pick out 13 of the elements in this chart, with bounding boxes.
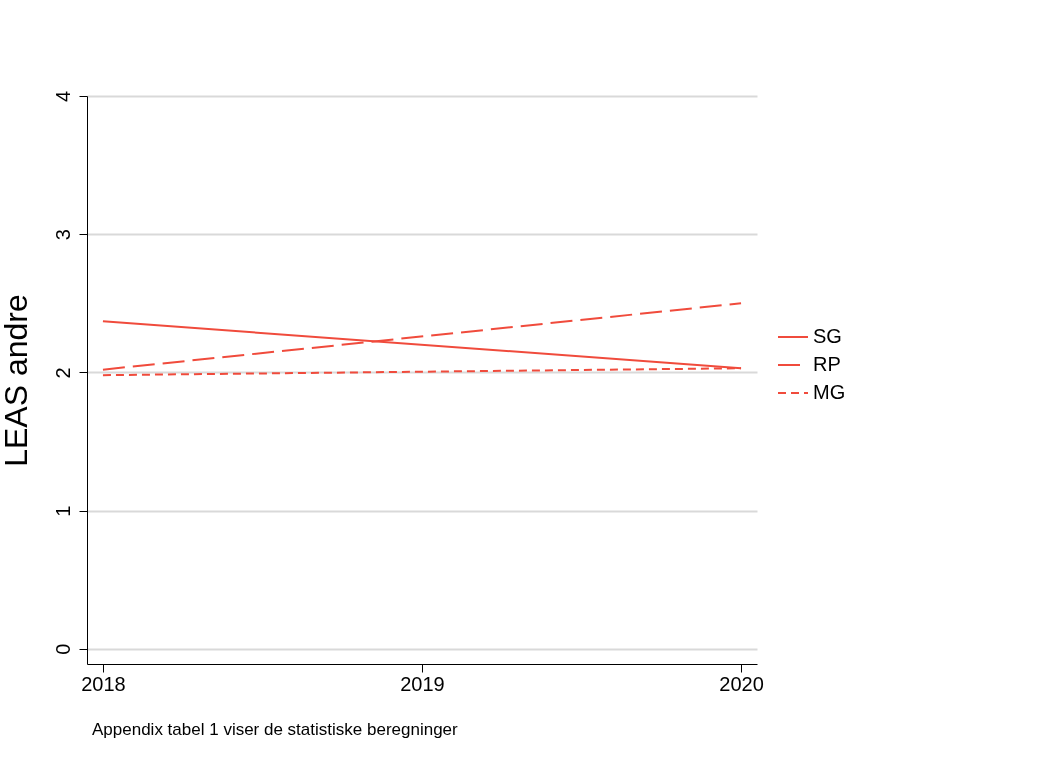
x-tick-label: 2018 bbox=[81, 672, 126, 695]
y-tick-label: 3 bbox=[51, 229, 74, 241]
y-tick-label: 1 bbox=[51, 505, 74, 517]
y-tick-label: 2 bbox=[51, 367, 74, 379]
y-tick-label: 4 bbox=[51, 90, 74, 103]
text: Appendix tabel 1 viser de statistiske beregninger bbox=[92, 720, 459, 739]
y-axis-title: LEAS andre bbox=[0, 294, 34, 467]
x-tick-label: 2019 bbox=[400, 672, 445, 695]
x-tick-label: 2020 bbox=[719, 672, 764, 695]
y-tick-label: 0 bbox=[51, 643, 74, 655]
legend-label: MG bbox=[813, 381, 846, 403]
legend-label: RP bbox=[813, 353, 841, 375]
legend-label: SG bbox=[813, 325, 842, 347]
